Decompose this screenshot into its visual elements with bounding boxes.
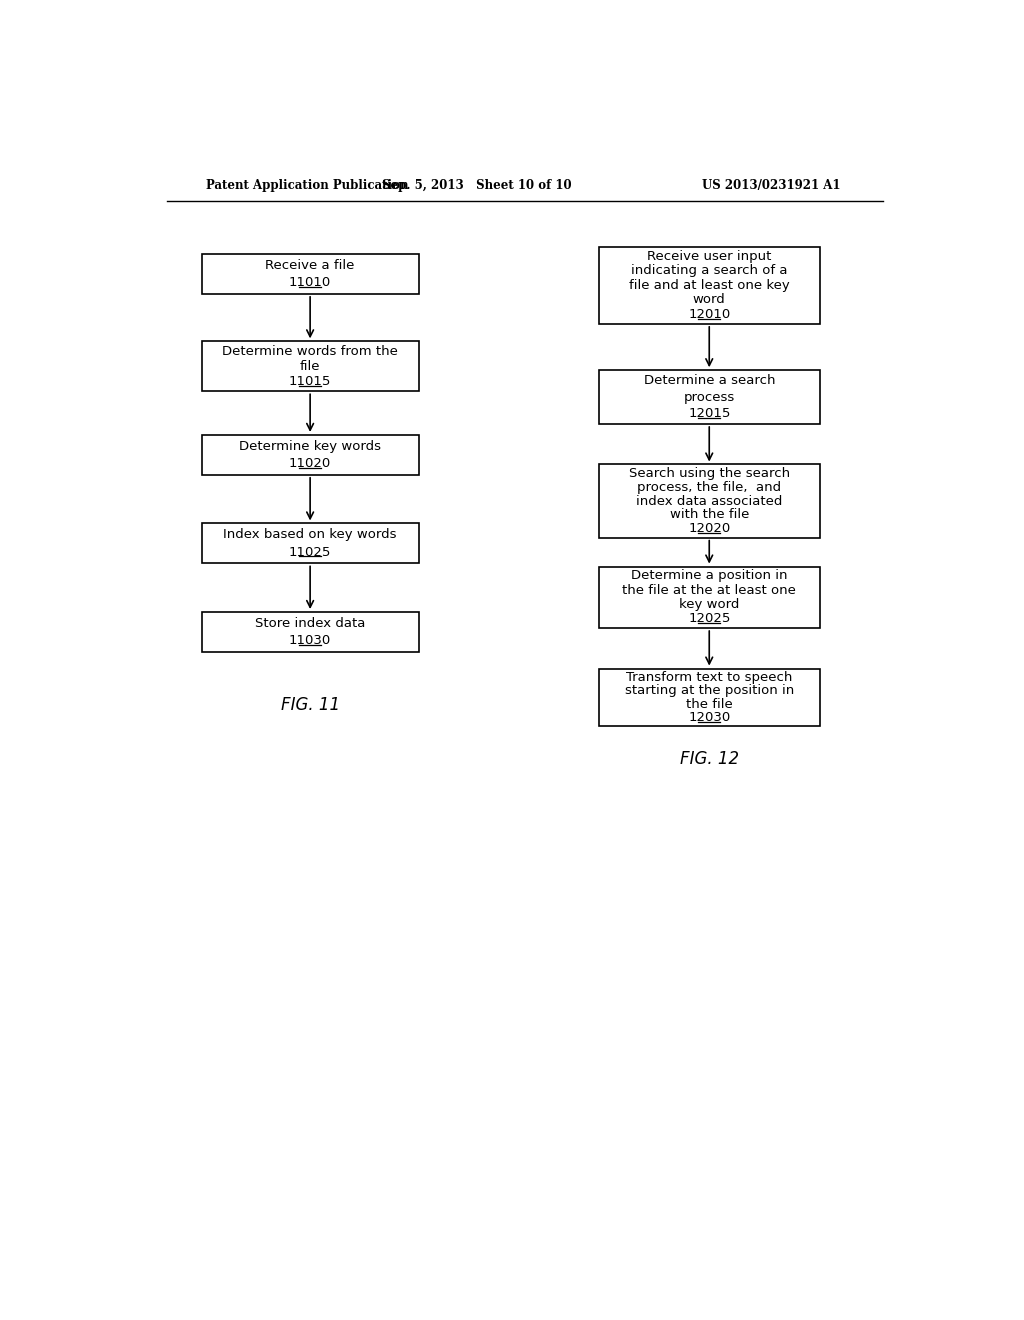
Text: file and at least one key: file and at least one key (629, 279, 790, 292)
Text: Sep. 5, 2013   Sheet 10 of 10: Sep. 5, 2013 Sheet 10 of 10 (382, 178, 571, 191)
Text: Receive a file: Receive a file (265, 259, 354, 272)
Text: the file: the file (686, 697, 732, 710)
Text: Store index data: Store index data (255, 616, 366, 630)
Text: process: process (684, 391, 735, 404)
Bar (202, 524, 419, 564)
Text: 11010: 11010 (289, 276, 331, 289)
Text: US 2013/0231921 A1: US 2013/0231921 A1 (702, 178, 841, 191)
Bar (202, 434, 419, 475)
Text: Index based on key words: Index based on key words (223, 528, 397, 541)
Text: Determine a position in: Determine a position in (631, 569, 787, 582)
Text: 11015: 11015 (289, 375, 332, 388)
Bar (202, 342, 419, 391)
Bar (202, 612, 419, 652)
Text: 11020: 11020 (289, 457, 331, 470)
Text: Search using the search: Search using the search (629, 467, 790, 480)
Text: Determine words from the: Determine words from the (222, 345, 398, 358)
Bar (599, 668, 819, 726)
Text: FIG. 11: FIG. 11 (281, 696, 340, 714)
Text: 12010: 12010 (688, 308, 730, 321)
Bar (599, 247, 819, 323)
Text: 11030: 11030 (289, 634, 331, 647)
Text: key word: key word (679, 598, 739, 611)
Text: 12025: 12025 (688, 612, 730, 626)
Text: 11025: 11025 (289, 545, 332, 558)
Text: process, the file,  and: process, the file, and (637, 480, 781, 494)
Text: 12015: 12015 (688, 407, 730, 420)
Bar (599, 465, 819, 537)
Text: 12020: 12020 (688, 523, 730, 535)
Text: indicating a search of a: indicating a search of a (631, 264, 787, 277)
Text: with the file: with the file (670, 508, 749, 521)
Text: word: word (693, 293, 726, 306)
Text: starting at the position in: starting at the position in (625, 684, 794, 697)
Bar (599, 566, 819, 628)
Text: Transform text to speech: Transform text to speech (626, 671, 793, 684)
Bar (599, 370, 819, 424)
Text: index data associated: index data associated (636, 495, 782, 508)
Text: Receive user input: Receive user input (647, 249, 771, 263)
Text: Determine a search: Determine a search (643, 375, 775, 387)
Text: Determine key words: Determine key words (240, 440, 381, 453)
Text: the file at the at least one: the file at the at least one (623, 583, 797, 597)
Text: Patent Application Publication: Patent Application Publication (206, 178, 408, 191)
Text: 12030: 12030 (688, 711, 730, 725)
Text: FIG. 12: FIG. 12 (680, 750, 738, 768)
Text: file: file (300, 360, 321, 372)
Bar (202, 253, 419, 294)
